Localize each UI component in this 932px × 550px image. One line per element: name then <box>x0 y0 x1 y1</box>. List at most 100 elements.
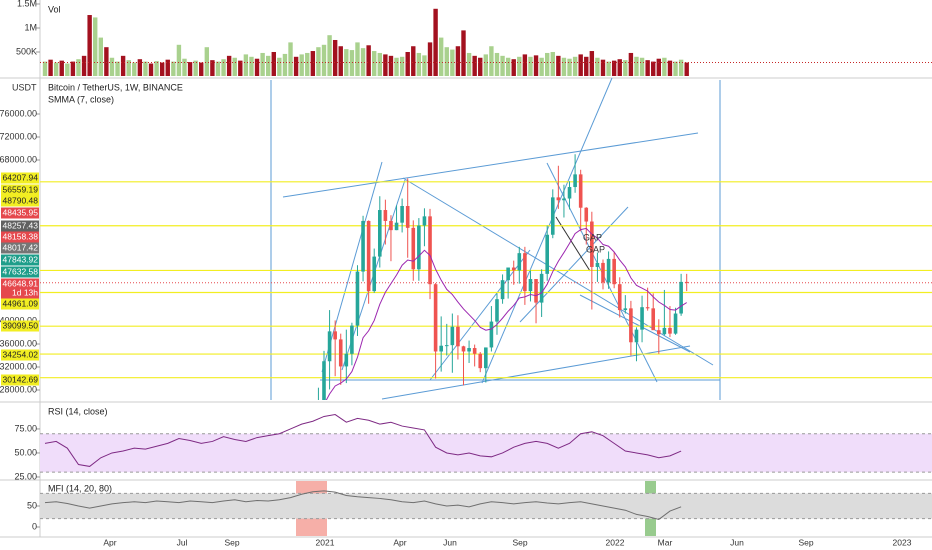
candle-body <box>417 225 421 270</box>
candle-body <box>601 262 605 283</box>
price-panel <box>40 154 932 400</box>
volume-bar <box>238 60 243 76</box>
candle-body <box>517 253 522 271</box>
candle-body <box>433 284 438 352</box>
x-tick-label: Sep <box>512 537 527 547</box>
price-tag-label: 48790.48 <box>3 195 39 205</box>
panel-title: MFI (14, 20, 80) <box>48 483 112 493</box>
volume-bar <box>433 8 438 76</box>
volume-bar <box>159 62 165 76</box>
price-tag <box>1 266 39 278</box>
candle-body <box>567 187 572 199</box>
candle-body <box>411 227 416 270</box>
price-tag <box>1 298 39 310</box>
volume-bar <box>455 46 461 76</box>
volume-bar <box>193 60 198 76</box>
volume-bar <box>472 55 477 76</box>
volume-bar <box>288 42 293 76</box>
y-tick-label: 25.00 <box>14 471 37 481</box>
volume-bar <box>81 55 87 76</box>
volume-bar <box>210 60 215 76</box>
volume-bar <box>154 61 159 76</box>
volume-bar <box>595 57 600 76</box>
price-tag-label: 56559.19 <box>3 184 39 194</box>
panel-title: Vol <box>48 4 61 14</box>
volume-bar <box>606 61 611 76</box>
volume-bar <box>667 60 673 76</box>
x-tick-label: Jul <box>177 537 188 547</box>
volume-bar <box>427 42 433 76</box>
volume-bar <box>299 54 304 76</box>
volume-bar <box>338 46 343 76</box>
volume-bar <box>204 47 210 76</box>
volume-bar <box>651 61 656 76</box>
price-tag <box>1 220 39 232</box>
volume-bar <box>383 54 388 76</box>
candle-body <box>595 262 600 267</box>
volume-bar <box>416 52 422 76</box>
volume-bar <box>187 62 193 76</box>
price-tag <box>1 195 39 207</box>
candle-body <box>578 174 583 208</box>
volume-bar <box>310 51 316 76</box>
y-tick-label: 76000.00 <box>0 108 37 118</box>
volume-bar <box>93 17 98 76</box>
volume-bar <box>572 56 578 76</box>
candle-body <box>584 207 589 222</box>
panel-title: RSI (14, close) <box>48 406 108 416</box>
volume-bar <box>578 54 583 76</box>
price-tag <box>1 374 39 386</box>
candle-body <box>355 271 360 326</box>
candle-body <box>523 253 527 292</box>
band <box>40 433 932 473</box>
volume-bar <box>517 56 522 76</box>
candle-body <box>344 353 349 367</box>
candle-body <box>478 353 483 369</box>
price-tag <box>1 184 39 196</box>
volume-bar <box>321 44 327 76</box>
candle-body <box>327 331 332 362</box>
volume-bar <box>221 59 226 76</box>
volume-bar <box>332 39 338 76</box>
volume-bar <box>143 61 148 76</box>
volume-bar <box>109 57 115 76</box>
chart-title: Bitcoin / TetherUS, 1W, BINANCE <box>48 82 183 92</box>
volume-bar <box>589 51 595 76</box>
volume-bar <box>260 52 265 76</box>
candle-body <box>394 222 399 231</box>
candle-body <box>405 206 410 228</box>
price-tag-label: 39099.50 <box>3 320 39 330</box>
price-tag-label: 64207.94 <box>3 172 39 182</box>
volume-bar <box>522 54 528 76</box>
y-tick-label: 40000.00 <box>0 315 37 325</box>
volume-bar <box>611 60 617 76</box>
candle-body <box>389 220 393 231</box>
price-tag <box>1 231 39 243</box>
volume-bar <box>678 59 684 76</box>
volume-bar <box>360 48 366 76</box>
candle-body <box>361 220 365 272</box>
volume-bar <box>148 63 154 76</box>
price-tag-label: 47632.58 <box>3 266 39 276</box>
x-tick-label: 2023 <box>893 537 912 547</box>
candle-body <box>612 258 616 285</box>
candle-body <box>562 198 566 201</box>
x-tick-label: 2021 <box>316 537 335 547</box>
volume-bar <box>137 59 143 76</box>
time-axis: Apr Jul Sep 2021 Apr Jun Sep 2022 Mar Jun Sep 2023 <box>103 537 911 547</box>
price-tag-label: 44961.09 <box>3 298 39 308</box>
candle-body <box>484 347 488 369</box>
candle-body <box>645 307 650 309</box>
volume-bar <box>327 35 332 76</box>
price-tag-label: 47843.92 <box>3 254 39 264</box>
volume-bar <box>617 59 622 76</box>
candle-body <box>573 174 577 188</box>
indicator-title: SMMA (7, close) <box>48 94 114 104</box>
candle-body <box>366 220 371 292</box>
candle-body <box>372 256 377 292</box>
volume-bar <box>556 55 561 76</box>
band <box>40 493 932 519</box>
candle-body <box>506 267 510 281</box>
candle-body <box>550 197 555 235</box>
candle-body <box>634 329 639 343</box>
